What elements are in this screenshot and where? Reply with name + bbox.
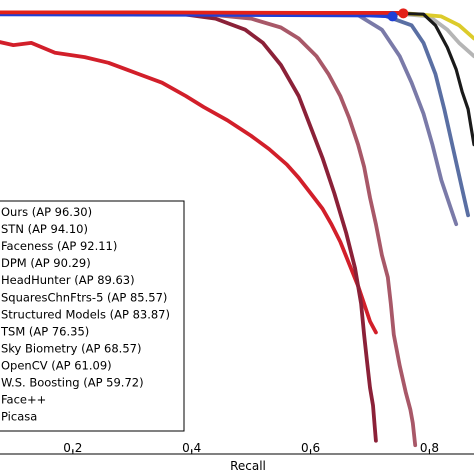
series-line-7 — [0, 11, 418, 448]
x-tick-label-1: 0.4 — [182, 441, 201, 455]
x-axis-label: Recall — [230, 459, 266, 473]
series-line-4 — [0, 11, 474, 59]
tick-layer: 0.2 0.4 0.6 0.8 — [63, 441, 439, 455]
series-line-5 — [0, 11, 471, 218]
legend-entry-7: TSM (AP 76.35) — [0, 324, 89, 338]
legend: Ours (AP 96.30) STN (AP 94.10) Faceness (A… — [0, 200, 185, 432]
legend-entry-1: STN (AP 94.10) — [1, 222, 88, 236]
legend-entry-10: W.S. Boosting (AP 59.72) — [1, 376, 144, 390]
series-line-8 — [0, 11, 378, 443]
x-tick-label-2: 0.6 — [301, 441, 320, 455]
legend-entry-3: DPM (AP 90.29) — [1, 256, 91, 270]
legend-entry-11: Face++ — [1, 393, 46, 407]
legend-entry-12: Picasa — [1, 410, 37, 424]
legend-entry-9: OpenCV (AP 61.09) — [1, 358, 112, 372]
series-line-0 — [0, 10, 406, 16]
x-tick-label-0: 0.2 — [63, 441, 82, 455]
legend-box — [0, 200, 185, 432]
legend-entry-6: Structured Models (AP 83.87) — [1, 307, 170, 321]
legend-entry-5: SquaresChnFtrs-5 (AP 85.57) — [1, 290, 167, 304]
series-line-6 — [0, 12, 459, 227]
legend-entry-0: Ours (AP 96.30) — [1, 205, 92, 219]
marker-layer — [387, 8, 409, 22]
series-marker-0 — [398, 8, 409, 19]
x-tick-label-3: 0.8 — [420, 441, 439, 455]
series-line-9 — [0, 40, 378, 335]
legend-entry-2: Faceness (AP 92.11) — [1, 239, 117, 253]
legend-entry-8: Sky Biometry (AP 68.57) — [1, 341, 141, 355]
series-marker-1 — [387, 11, 398, 22]
legend-items: Ours (AP 96.30) STN (AP 94.10) Faceness (A… — [0, 205, 170, 424]
legend-entry-4: HeadHunter (AP 89.63) — [1, 273, 135, 287]
series-line-1 — [0, 12, 395, 19]
